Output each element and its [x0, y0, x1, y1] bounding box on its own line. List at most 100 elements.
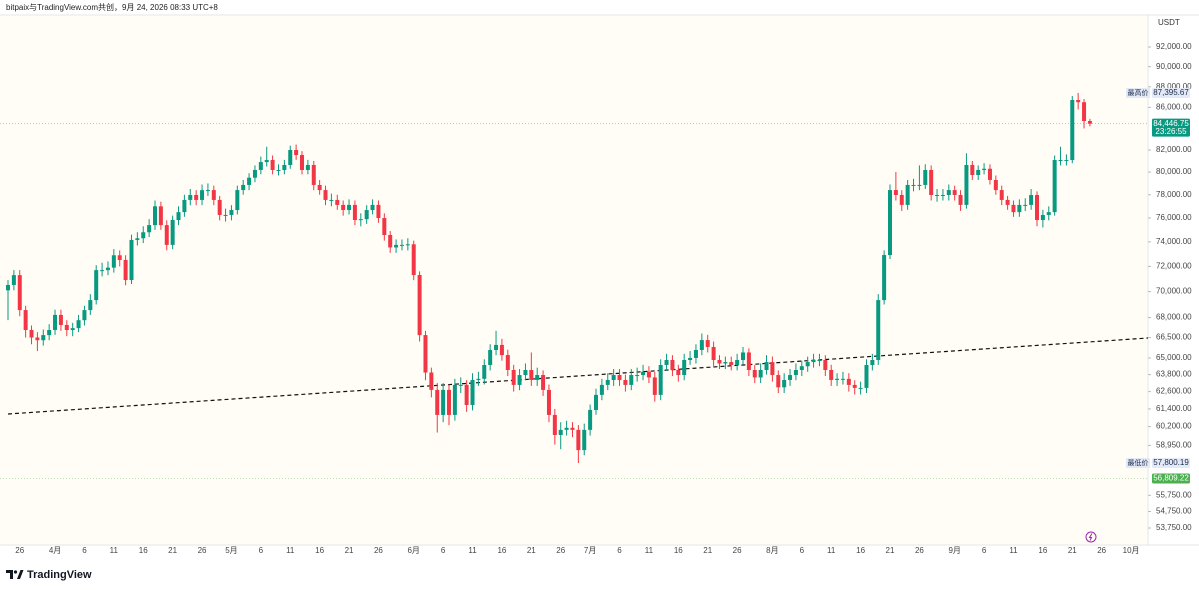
- y-tick-label: 61,400.00: [1156, 404, 1192, 413]
- candle-body: [347, 204, 352, 211]
- y-tick-label: 65,000.00: [1156, 353, 1192, 362]
- candle-body: [1076, 100, 1081, 103]
- candle-body: [770, 362, 775, 376]
- y-tick-label: 55,750.00: [1156, 490, 1192, 499]
- candle-body: [788, 375, 793, 380]
- candle-body: [793, 369, 798, 376]
- price-marker-name: 最高价: [1128, 88, 1149, 97]
- x-tick-label: 26: [15, 546, 24, 555]
- candle-body: [6, 284, 10, 291]
- candle-body: [288, 149, 293, 165]
- candle-body: [1052, 159, 1057, 213]
- x-tick-label: 26: [374, 546, 383, 555]
- y-tick-label: 82,000.00: [1156, 145, 1192, 154]
- x-tick-label: 6: [82, 546, 87, 555]
- x-tick-label: 16: [139, 546, 148, 555]
- candle-body: [423, 335, 428, 373]
- candle-body: [987, 168, 992, 180]
- candle-body: [194, 194, 199, 200]
- candle-body: [970, 164, 975, 176]
- y-tick-label: 60,200.00: [1156, 422, 1192, 431]
- candle-body: [882, 255, 887, 301]
- candle-body: [623, 379, 628, 385]
- candle-body: [1087, 121, 1092, 124]
- x-tick-label: 26: [1097, 546, 1106, 555]
- candle-body: [23, 310, 28, 331]
- candle-body: [564, 427, 569, 430]
- candle-body: [305, 164, 310, 170]
- candle-body: [200, 190, 205, 200]
- candle-body: [552, 414, 557, 435]
- y-tick-label: 58,950.00: [1156, 440, 1192, 449]
- candle-body: [935, 194, 940, 196]
- candle-body: [329, 199, 334, 201]
- currency: USDT: [1158, 18, 1180, 27]
- candle-body: [182, 199, 187, 213]
- candle-body: [846, 378, 851, 385]
- candle-body: [535, 375, 540, 380]
- candle-body: [447, 389, 451, 415]
- x-tick-label: 6: [800, 546, 805, 555]
- candle-body: [476, 378, 481, 380]
- candle-body: [1017, 204, 1022, 213]
- candle-body: [588, 409, 593, 430]
- candle-body: [958, 194, 963, 205]
- candle-body: [505, 355, 510, 370]
- candle-body: [223, 214, 228, 216]
- candle-body: [470, 379, 475, 406]
- candle-body: [1064, 159, 1069, 161]
- candle-body: [264, 159, 269, 163]
- candles: [6, 92, 1092, 464]
- candle-body: [335, 199, 340, 205]
- x-tick-label: 26: [198, 546, 207, 555]
- candle-body: [893, 190, 898, 195]
- candle-body: [141, 232, 146, 239]
- candle-body: [899, 194, 904, 205]
- candle-body: [976, 169, 981, 176]
- candle-body: [835, 378, 840, 380]
- alert-icon[interactable]: [1085, 531, 1097, 543]
- candle-body: [464, 384, 469, 406]
- candle-body: [676, 369, 681, 376]
- candle-body: [241, 184, 246, 191]
- price-marker-box: [1152, 87, 1190, 98]
- candle-body: [940, 194, 945, 196]
- candle-body: [70, 328, 75, 331]
- candle-body: [482, 364, 487, 379]
- candle-body: [629, 375, 634, 385]
- candle-body: [100, 270, 105, 272]
- candle-body: [682, 360, 687, 376]
- x-tick-label: 6月: [407, 546, 419, 555]
- candle-body: [205, 190, 210, 192]
- candle-body: [64, 324, 69, 331]
- y-tick-label: 74,000.00: [1156, 237, 1192, 246]
- candle-body: [652, 377, 657, 395]
- y-tick-label: 92,000.00: [1156, 42, 1192, 51]
- candle-body: [82, 310, 87, 321]
- candle-body: [111, 255, 116, 268]
- candle-body: [711, 346, 716, 361]
- candle-body: [529, 369, 534, 380]
- candle-body: [217, 199, 222, 215]
- candle-body: [729, 362, 734, 365]
- candle-body: [570, 427, 575, 430]
- candle-body: [735, 360, 740, 365]
- candle-body: [247, 177, 252, 185]
- trend-line: [7, 337, 1149, 415]
- candle-body: [252, 169, 257, 178]
- candle-body: [1070, 100, 1075, 160]
- candle-body: [47, 330, 52, 336]
- candle-body: [499, 344, 504, 356]
- candle-body: [300, 155, 304, 170]
- candle-body: [435, 389, 440, 415]
- price-marker-value: 87,395.67: [1153, 88, 1189, 97]
- price-marker-box: [1152, 458, 1190, 469]
- candle-body: [911, 184, 916, 186]
- candle-body: [494, 344, 499, 350]
- x-tick-label: 8月: [766, 546, 778, 555]
- candle-body: [746, 352, 751, 370]
- x-tick-label: 21: [527, 546, 536, 555]
- candle-body: [94, 270, 99, 301]
- candle-body: [188, 194, 193, 200]
- candle-body: [917, 184, 922, 186]
